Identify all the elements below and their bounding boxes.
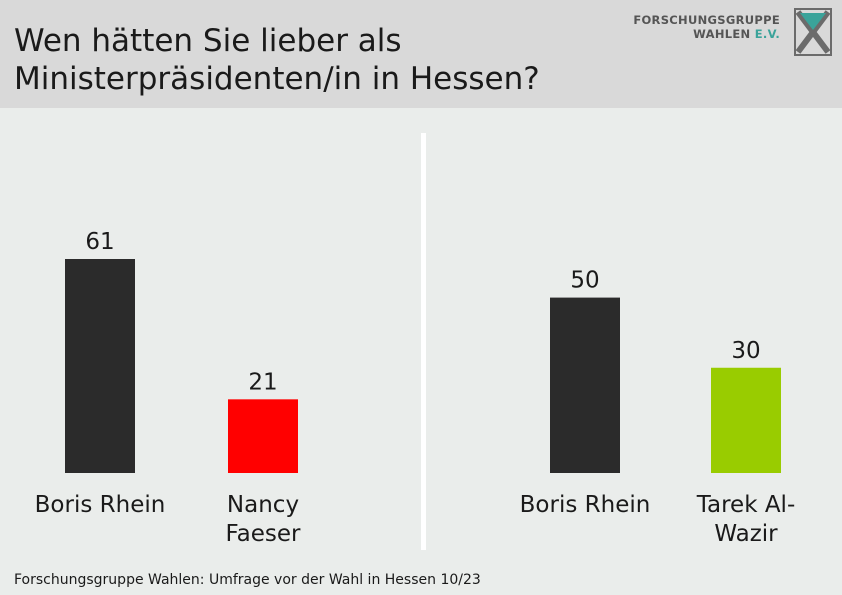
category-label-2-1: Boris Rhein [520, 492, 651, 518]
value-label-1-1: 61 [85, 229, 114, 255]
logo-line2-suffix: E.V. [754, 27, 780, 41]
source-note: Forschungsgruppe Wahlen: Umfrage vor der… [14, 572, 481, 588]
page-title: Wen hätten Sie lieber als Ministerpräsid… [14, 23, 540, 97]
category-label-1-1: Boris Rhein [35, 492, 166, 518]
value-label-2-2: 30 [731, 338, 760, 364]
bar-2-2 [711, 367, 781, 473]
logo-mark-icon [794, 8, 832, 56]
bar-1-2 [228, 399, 298, 473]
value-label-2-1: 50 [570, 268, 599, 294]
header: Wen hätten Sie lieber als Ministerpräsid… [0, 0, 842, 108]
bar-2-1 [550, 297, 620, 473]
logo-line1: FORSCHUNGSGRUPPE [633, 13, 780, 27]
logo-line2: WAHLEN E.V. [633, 27, 780, 41]
logo-text: FORSCHUNGSGRUPPE WAHLEN E.V. [633, 13, 780, 41]
category-label-2-2: Tarek Al-Wazir [696, 492, 796, 547]
category-label-1-2: Nancy Faeser [226, 492, 301, 547]
logo: FORSCHUNGSGRUPPE WAHLEN E.V. [632, 8, 832, 58]
panel-divider [421, 133, 426, 550]
bar-1-1 [65, 259, 135, 473]
chart: 61 Boris Rhein 21 Nancy Faeser 50 Boris Rhein 3… [35, 229, 796, 547]
value-label-1-2: 21 [248, 369, 277, 395]
logo-line2-main: WAHLEN [693, 27, 751, 41]
